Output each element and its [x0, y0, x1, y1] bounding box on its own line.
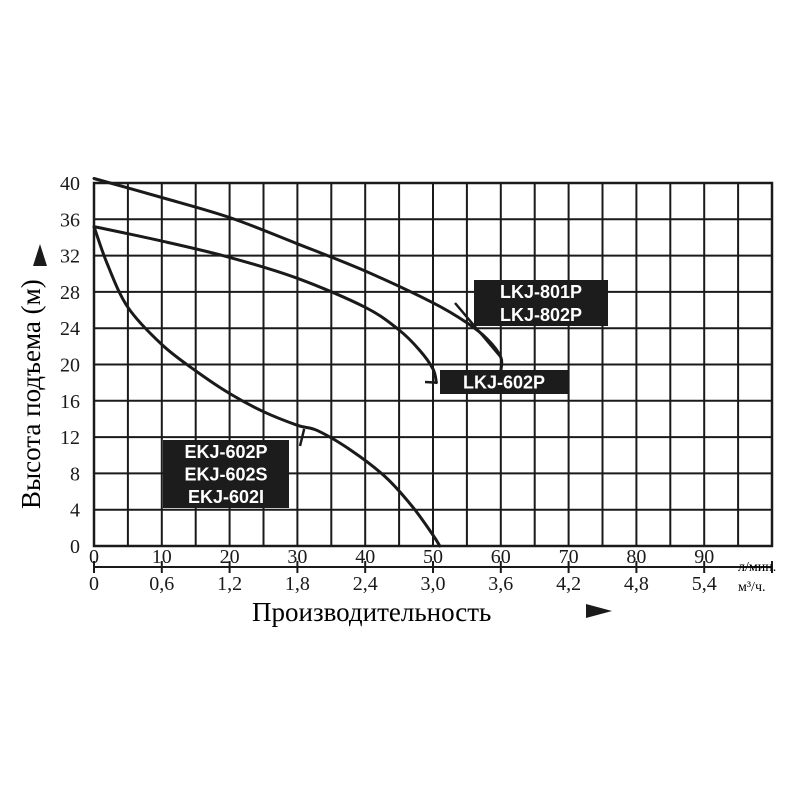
x-unit-secondary: м³/ч.	[738, 580, 766, 595]
y-tick-label: 36	[60, 209, 80, 231]
y-tick-label: 40	[60, 173, 80, 195]
y-tick-labels: 0 4 8 12 16 20 24 28 32 36 40	[60, 173, 80, 558]
x-tick-label-primary: 40	[355, 546, 375, 568]
x-tick-labels-primary: 0 10 20 30 40 50 60 70 80 90	[89, 546, 714, 568]
series-curve-1	[92, 225, 438, 385]
y-tick-label: 8	[70, 463, 80, 485]
y-tick-label: 32	[60, 246, 80, 268]
series-curve-0	[92, 177, 504, 373]
x-tick-label-secondary: 5,4	[692, 573, 717, 595]
series-label: LKJ-602P	[463, 373, 545, 393]
x-tick-label-primary: 50	[423, 546, 443, 568]
x-tick-label-secondary: 2,4	[353, 573, 378, 595]
x-tick-label-secondary: 1,8	[285, 573, 310, 595]
x-tick-label-secondary: 0,6	[149, 573, 174, 595]
y-axis-title-text: Высота подъема (м)	[16, 279, 46, 509]
series-curve-2	[92, 225, 442, 548]
y-axis-title: Высота подъема (м)	[16, 244, 47, 509]
y-tick-label: 20	[60, 355, 80, 377]
x-tick-label-primary: 20	[220, 546, 240, 568]
x-tick-label-secondary: 1,2	[217, 573, 242, 595]
y-tick-label: 0	[70, 536, 80, 558]
y-tick-label: 12	[60, 427, 80, 449]
x-tick-label-secondary: 0	[89, 573, 99, 595]
series-label: EKJ-602S	[184, 465, 267, 485]
label-leader-line	[454, 302, 502, 359]
label-box	[474, 280, 608, 326]
label-leader-line	[298, 428, 306, 447]
x-tick-label-secondary: 3,6	[488, 573, 513, 595]
x-tick-label-primary: 70	[559, 546, 579, 568]
series-label: LKJ-802P	[500, 305, 582, 325]
label-box	[163, 440, 289, 508]
y-axis-arrow-icon	[33, 244, 47, 266]
x-tick-label-primary: 10	[152, 546, 172, 568]
x-tick-label-primary: 60	[491, 546, 511, 568]
x-tick-label-secondary: 4,2	[556, 573, 581, 595]
series-label: EKJ-602I	[188, 487, 264, 507]
curves	[92, 177, 504, 548]
x-tick-label-secondary: 3,0	[421, 573, 446, 595]
series-label: EKJ-602P	[184, 442, 267, 462]
x-tick-labels-secondary: 0 0,6 1,2 1,8 2,4 3,0 3,6 4,2 4,8 5,4	[89, 573, 717, 595]
plot-frame	[92, 181, 774, 573]
x-tick-label-primary: 0	[89, 546, 99, 568]
x-tick-label-secondary: 4,8	[624, 573, 649, 595]
y-tick-label: 16	[60, 391, 80, 413]
x-tick-label-primary: 80	[626, 546, 646, 568]
y-tick-label: 4	[70, 500, 80, 522]
y-tick-label: 28	[60, 282, 80, 304]
y-tick-label: 24	[60, 318, 80, 340]
series-label: LKJ-801P	[500, 282, 582, 302]
x-unit-primary: л/мин.	[738, 560, 776, 575]
x-axis-title-text: Производительность	[252, 597, 491, 627]
plot-border	[92, 181, 774, 548]
x-axis-arrow-icon	[586, 604, 612, 618]
x-axis-title: Производительность	[252, 597, 612, 627]
label-leader-line	[424, 380, 437, 384]
x-tick-label-primary: 90	[694, 546, 714, 568]
x-tick-label-primary: 30	[287, 546, 307, 568]
label-box	[440, 370, 568, 394]
series-labels: LKJ-801P LKJ-802P LKJ-602P EKJ-602P EKJ-602S…	[163, 280, 608, 508]
